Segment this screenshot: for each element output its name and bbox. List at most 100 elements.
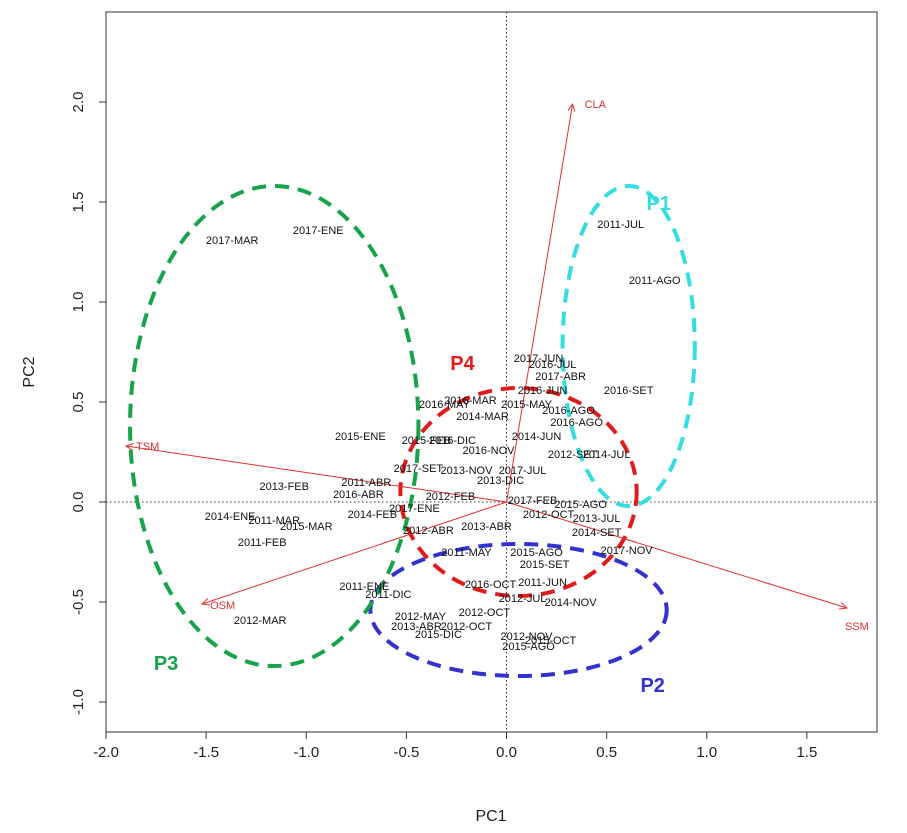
score-label: 2012-NOV — [501, 631, 554, 643]
y-tick-label: 2.0 — [70, 92, 87, 113]
score-label: 2016-AGO — [550, 417, 603, 429]
score-label: 2014-JUN — [512, 431, 562, 443]
vector-arrowhead-ssm — [838, 602, 849, 610]
score-label: 2013-JUL — [573, 513, 621, 525]
score-label: 2012-ABR — [403, 525, 454, 537]
vector-label-tsm: TSM — [136, 441, 159, 453]
score-label: 2017-JUL — [499, 465, 547, 477]
x-tick-label: -0.5 — [393, 744, 419, 761]
score-label: 2013-FEB — [259, 481, 309, 493]
group-ellipse-p1 — [560, 184, 697, 508]
score-label: 2016-JUN — [518, 385, 568, 397]
x-tick-label: 0.5 — [596, 744, 617, 761]
score-label: 2017-SET — [394, 463, 444, 475]
group-label-p1: P1 — [646, 193, 670, 215]
score-label: 2015-MAR — [280, 521, 333, 533]
x-tick-label: -2.0 — [93, 744, 119, 761]
group-ellipse-p3 — [128, 184, 421, 668]
score-label: 2016-SET — [604, 385, 654, 397]
vector-osm — [201, 501, 507, 605]
score-label: 2014-MAR — [456, 411, 509, 423]
score-label: 2013-ABR — [391, 621, 442, 633]
score-label: 2017-FEB — [508, 495, 558, 507]
score-label: 2016-MAR — [444, 395, 497, 407]
group-label-p2: P2 — [640, 675, 664, 697]
x-axis-ticks: -2.0 -1.5 -1.0 -0.5 0.0 0.5 1.0 1.5 — [93, 732, 817, 761]
score-label: 2011-MAY — [441, 547, 492, 559]
group-ellipse-p2 — [368, 542, 669, 678]
x-axis-label: PC1 — [475, 808, 506, 825]
score-label: 2012-JUL — [499, 593, 547, 605]
vector-label-cla: CLA — [585, 99, 607, 111]
group-ellipses: P1 P2 P3 P4 — [128, 184, 697, 697]
x-tick-label: -1.0 — [293, 744, 319, 761]
score-label: 2015-SET — [520, 559, 570, 571]
score-label: 2015-OCT — [525, 635, 577, 647]
score-label: 2017-ENE — [293, 225, 344, 237]
score-labels: 2017-MAR 2017-ENE 2011-JUL 2011-AGO 2017-JUN… — [205, 219, 681, 653]
score-label: 2011-ABR — [341, 477, 391, 489]
score-label: 2015-AGO — [554, 499, 607, 511]
reference-lines — [106, 12, 877, 732]
score-label: 2013-ABR — [461, 521, 512, 533]
score-label: 2016-JUL — [529, 359, 577, 371]
score-label: 2016-NOV — [463, 445, 516, 457]
score-label: 2011-MAR — [248, 515, 300, 527]
y-tick-label: 1.0 — [70, 292, 87, 313]
vector-arrowhead-osm — [201, 598, 211, 606]
score-label: 2013-NOV — [440, 465, 493, 477]
plot-frame — [105, 11, 878, 733]
score-label: 2015-FEB — [402, 435, 452, 447]
score-label: 2017-JUN — [514, 353, 564, 365]
loading-vectors: CLA TSM SSM OSM — [124, 99, 869, 633]
group-label-p4: P4 — [450, 353, 475, 375]
vector-arrowhead-tsm — [124, 443, 134, 451]
score-label: 2012-MAY — [395, 611, 447, 623]
score-label: 2014-NOV — [545, 597, 598, 609]
y-axis-label: PC2 — [21, 356, 38, 387]
score-label: 2017-NOV — [601, 545, 654, 557]
score-label: 2014-SET — [572, 527, 622, 539]
score-label: 2011-FEB — [238, 537, 287, 549]
score-label: 2015-DIC — [415, 629, 462, 641]
vector-ssm — [506, 501, 848, 609]
group-ellipse-p4 — [398, 386, 639, 598]
score-label: 2012-FEB — [426, 491, 476, 503]
score-label: 2011-JUL — [597, 219, 644, 231]
score-label: 2017-MAR — [206, 235, 259, 247]
score-label: 2012-OCT — [459, 607, 511, 619]
x-tick-label: 1.5 — [796, 744, 817, 761]
score-label: 2012-OCT — [441, 621, 493, 633]
score-label: 2016-ABR — [333, 489, 384, 501]
x-tick-label: 0.0 — [496, 744, 517, 761]
y-tick-label: 1.5 — [70, 192, 87, 213]
score-label: 2012-MAR — [234, 615, 287, 627]
score-label: 2013-DIC — [477, 475, 524, 487]
score-label: 2015-MAY — [501, 399, 553, 411]
score-label: 2012-OCT — [523, 509, 575, 521]
score-label: 2014-FEB — [348, 509, 398, 521]
vector-tsm — [125, 445, 507, 503]
y-tick-label: 0.5 — [70, 392, 87, 413]
y-axis-ticks: -1.0 -0.5 0.0 0.5 1.0 1.5 2.0 — [70, 92, 106, 715]
score-label: 2016-DIC — [429, 435, 476, 447]
score-label: 2015-ENE — [335, 431, 386, 443]
score-label: 2011-JUN — [518, 577, 567, 589]
score-label: 2016-OCT — [465, 579, 517, 591]
score-label: 2011-DIC — [365, 589, 411, 601]
vector-arrowhead-cla — [567, 102, 576, 112]
y-tick-label: -1.0 — [70, 689, 87, 715]
score-label: 2017-ABR — [535, 371, 586, 383]
vector-label-ssm: SSM — [845, 621, 869, 633]
score-label: 2014-JUL — [583, 449, 631, 461]
vector-label-osm: OSM — [210, 600, 235, 612]
x-tick-label: -1.5 — [193, 744, 219, 761]
y-tick-label: -0.5 — [70, 589, 87, 615]
score-label: 2016-MAY — [419, 399, 471, 411]
group-label-p3: P3 — [154, 653, 178, 675]
score-label: 2014-ENE — [205, 511, 256, 523]
vector-cla — [506, 103, 574, 503]
y-tick-label: 0.0 — [70, 492, 87, 513]
score-label: 2017-ENE — [389, 503, 440, 515]
